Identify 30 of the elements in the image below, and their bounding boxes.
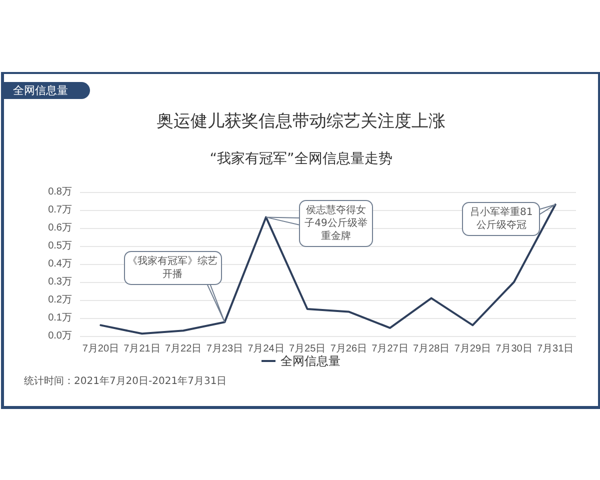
x-tick-label: 7月28日 <box>412 344 450 354</box>
y-tick-label: 0.2万 <box>48 294 72 306</box>
x-tick-label: 7月25日 <box>288 344 326 354</box>
x-tick-label: 7月24日 <box>248 344 284 354</box>
line-series <box>100 204 556 335</box>
y-tick-label: 0.1万 <box>48 312 72 324</box>
y-tick-label: 0.6万 <box>48 222 72 234</box>
x-tick-label: 7月26日 <box>330 344 368 354</box>
annotation: 侯志慧夺得女子49公斤级举重金牌 <box>299 200 373 247</box>
x-tick-label: 7月22日 <box>164 344 202 354</box>
y-tick-label: 0.0万 <box>48 330 72 342</box>
x-tick-label: 7月30日 <box>496 344 532 354</box>
y-tick-label: 0.7万 <box>48 204 72 216</box>
annotation: 《我家有冠军》综艺开播 <box>124 251 222 286</box>
y-tick-label: 0.4万 <box>48 258 72 270</box>
legend-label: 全网信息量 <box>280 354 340 368</box>
x-tick-label: 7月21日 <box>124 344 160 354</box>
x-tick-label: 7月29日 <box>454 344 492 354</box>
y-tick-label: 0.3万 <box>48 276 72 288</box>
x-tick-label: 7月23日 <box>206 344 244 354</box>
text: 统计时间：2021年7月20日-2021年7月31日 <box>24 374 227 388</box>
chart-title: 奥运健儿获奖信息带动综艺关注度上涨 <box>156 112 446 132</box>
text: 全网信息量 <box>1 82 90 99</box>
chart-subtitle: “我家有冠军”全网信息量走势 <box>210 151 392 167</box>
x-tick-label: 7月20日 <box>82 344 120 354</box>
annotation: 吕小军举重81公斤级夺冠 <box>462 202 540 236</box>
y-tick-label: 0.8万 <box>48 186 72 198</box>
x-tick-label: 7月31日 <box>536 344 574 354</box>
x-tick-label: 7月27日 <box>372 344 408 354</box>
y-tick-label: 0.5万 <box>48 240 72 252</box>
